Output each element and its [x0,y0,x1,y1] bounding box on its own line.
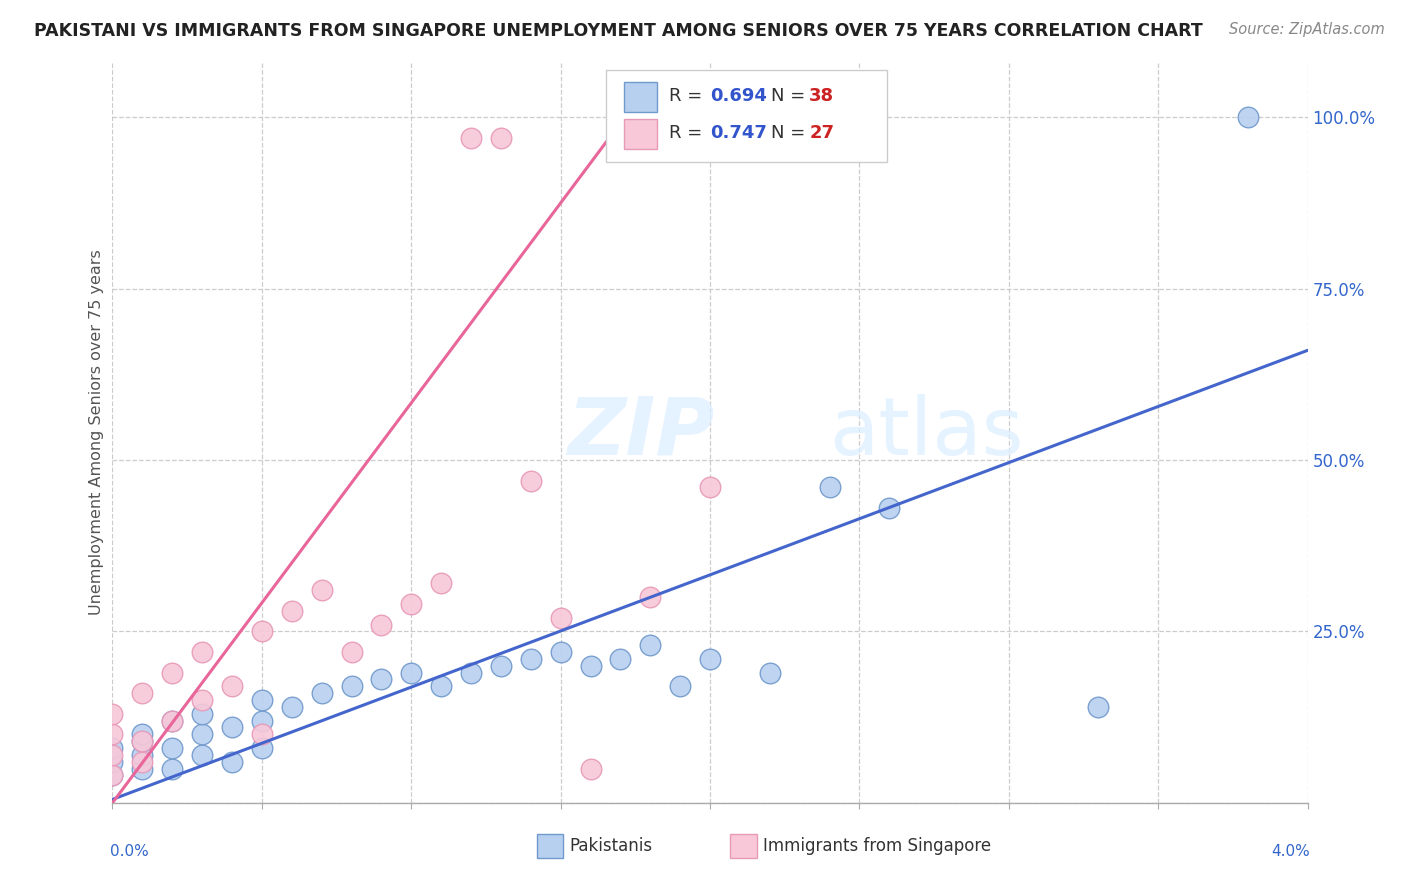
Bar [537,834,562,857]
Point [550,645,572,659]
Point [370,617,392,632]
Point [401,597,423,611]
Point [221,720,243,734]
Bar [730,834,756,857]
Point [162,714,183,728]
FancyBboxPatch shape [606,70,887,162]
Point [162,762,183,776]
Text: 0.747: 0.747 [710,124,766,142]
Point [699,480,721,494]
Point [131,734,153,748]
Point [311,583,333,598]
Point [191,747,214,762]
Point [520,652,543,666]
Point [101,747,124,762]
Bar [624,120,658,149]
Point [460,131,482,145]
Point [250,714,273,728]
Point [162,665,183,680]
Point [370,673,392,687]
Point [191,645,214,659]
Y-axis label: Unemployment Among Seniors over 75 years: Unemployment Among Seniors over 75 years [89,250,104,615]
Point [550,610,572,624]
Point [131,755,153,769]
Point [101,755,124,769]
Point [460,665,482,680]
Point [131,734,153,748]
Point [430,576,453,591]
Point [401,665,423,680]
Point [221,755,243,769]
Point [101,706,124,721]
Text: PAKISTANI VS IMMIGRANTS FROM SINGAPORE UNEMPLOYMENT AMONG SENIORS OVER 75 YEARS : PAKISTANI VS IMMIGRANTS FROM SINGAPORE U… [34,22,1204,40]
Text: Source: ZipAtlas.com: Source: ZipAtlas.com [1229,22,1385,37]
Point [131,727,153,741]
Point [191,706,214,721]
Point [640,590,662,604]
Text: ZIP: ZIP [567,393,714,472]
Text: Pakistanis: Pakistanis [569,837,652,855]
Point [818,480,841,494]
Point [579,762,602,776]
Text: R =: R = [669,124,709,142]
Point [250,741,273,756]
Text: R =: R = [669,87,709,104]
Point [131,747,153,762]
Point [669,679,692,693]
Point [281,604,304,618]
Text: 4.0%: 4.0% [1271,844,1310,858]
Point [101,768,124,782]
Point [1087,699,1109,714]
Point [101,768,124,782]
Point [579,658,602,673]
Point [250,727,273,741]
Text: atlas: atlas [830,393,1024,472]
Point [759,665,782,680]
Bar [624,82,658,112]
Point [250,693,273,707]
Text: Immigrants from Singapore: Immigrants from Singapore [762,837,991,855]
Point [162,741,183,756]
Text: 38: 38 [810,87,834,104]
Point [340,679,363,693]
Point [131,762,153,776]
Point [489,131,512,145]
Text: N =: N = [770,124,811,142]
Point [340,645,363,659]
Point [640,638,662,652]
Point [162,714,183,728]
Point [520,474,543,488]
Text: 0.694: 0.694 [710,87,766,104]
Point [430,679,453,693]
Point [191,727,214,741]
Point [311,686,333,700]
Point [101,727,124,741]
Point [191,693,214,707]
Point [281,699,304,714]
Point [489,658,512,673]
Point [250,624,273,639]
Point [221,679,243,693]
Point [699,652,721,666]
Point [1237,110,1260,124]
Text: N =: N = [770,87,811,104]
Text: 0.0%: 0.0% [110,844,149,858]
Point [609,652,631,666]
Point [877,501,901,516]
Point [131,686,153,700]
Point [101,741,124,756]
Text: 27: 27 [810,124,834,142]
